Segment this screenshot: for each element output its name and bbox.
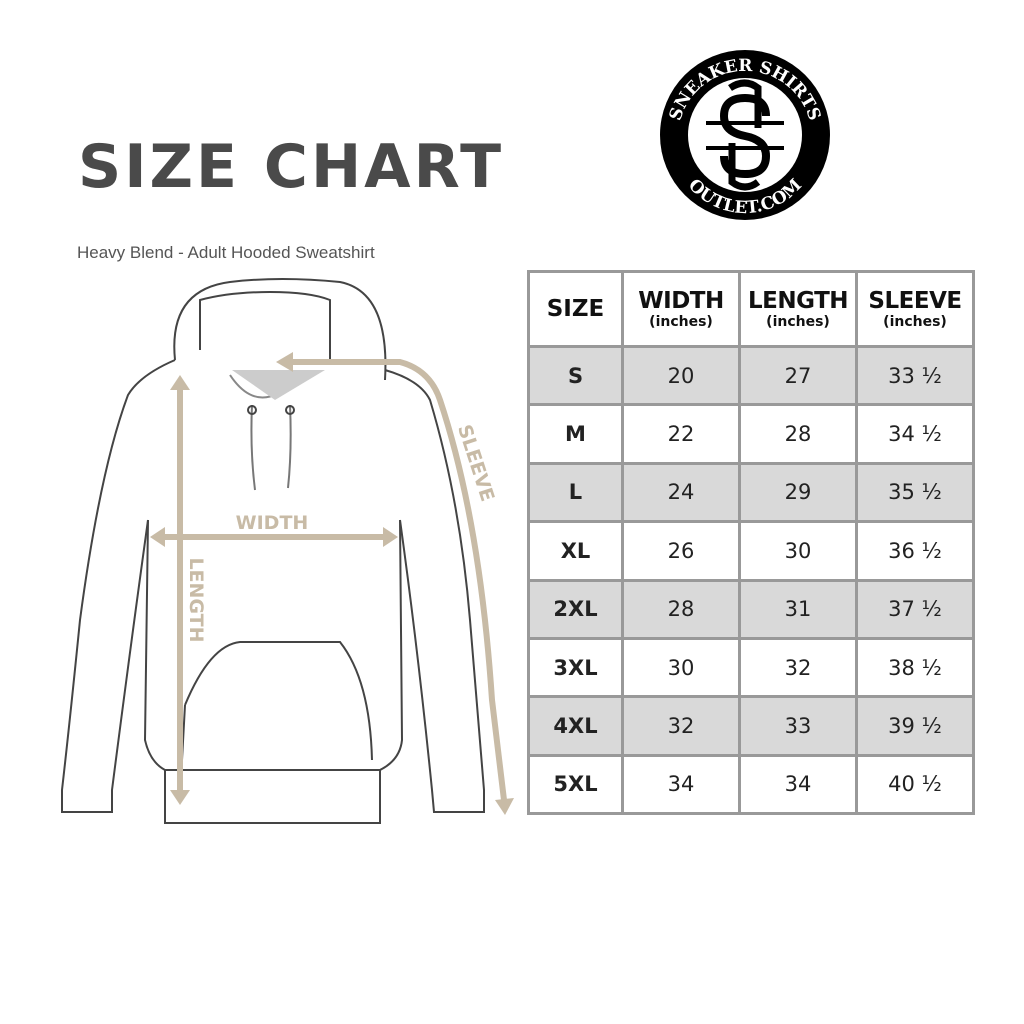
sleeve-cell: 33 ½ bbox=[855, 344, 975, 407]
product-subtitle: Heavy Blend - Adult Hooded Sweatshirt bbox=[77, 243, 375, 262]
size-cell: 2XL bbox=[527, 578, 624, 640]
table-row: M 22 28 34 ½ bbox=[527, 403, 975, 465]
width-cell: 26 bbox=[621, 520, 741, 582]
length-cell: 28 bbox=[738, 403, 858, 465]
table-row: 5XL 34 34 40 ½ bbox=[527, 753, 975, 816]
header-unit: (inches) bbox=[649, 314, 713, 330]
page-title: SIZE CHART bbox=[78, 132, 505, 202]
table-row: S 20 27 33 ½ bbox=[527, 344, 975, 407]
length-cell: 34 bbox=[738, 753, 858, 816]
size-cell: S bbox=[527, 344, 624, 407]
header-unit: (inches) bbox=[766, 314, 830, 330]
length-cell: 32 bbox=[738, 636, 858, 699]
length-cell: 27 bbox=[738, 344, 858, 407]
size-cell: M bbox=[527, 403, 624, 465]
table-row: 4XL 32 33 39 ½ bbox=[527, 695, 975, 757]
size-cell: XL bbox=[527, 520, 624, 582]
size-table: SIZE WIDTH (inches) LENGTH (inches) SLEEVE… bbox=[527, 270, 975, 816]
monogram-icon bbox=[706, 79, 784, 191]
measurement-arrows bbox=[150, 352, 514, 815]
table-row: 3XL 30 32 38 ½ bbox=[527, 636, 975, 699]
length-cell: 33 bbox=[738, 695, 858, 757]
header-unit: (inches) bbox=[883, 314, 947, 330]
length-cell: 31 bbox=[738, 578, 858, 640]
width-label: WIDTH bbox=[236, 512, 309, 534]
table-row: 2XL 28 31 37 ½ bbox=[527, 578, 975, 640]
header-sleeve: SLEEVE (inches) bbox=[855, 270, 975, 348]
width-cell: 34 bbox=[621, 753, 741, 816]
sleeve-cell: 37 ½ bbox=[855, 578, 975, 640]
length-label: LENGTH bbox=[185, 557, 207, 642]
size-cell: 3XL bbox=[527, 636, 624, 699]
sleeve-cell: 40 ½ bbox=[855, 753, 975, 816]
size-cell: L bbox=[527, 461, 624, 524]
sleeve-cell: 35 ½ bbox=[855, 461, 975, 524]
sleeve-cell: 36 ½ bbox=[855, 520, 975, 582]
length-cell: 29 bbox=[738, 461, 858, 524]
width-cell: 22 bbox=[621, 403, 741, 465]
header-label: WIDTH bbox=[638, 288, 724, 314]
sleeve-cell: 38 ½ bbox=[855, 636, 975, 699]
width-cell: 24 bbox=[621, 461, 741, 524]
sleeve-cell: 34 ½ bbox=[855, 403, 975, 465]
header-size: SIZE bbox=[527, 270, 624, 348]
width-cell: 32 bbox=[621, 695, 741, 757]
table-header-row: SIZE WIDTH (inches) LENGTH (inches) SLEEVE… bbox=[527, 270, 975, 348]
width-cell: 20 bbox=[621, 344, 741, 407]
size-cell: 5XL bbox=[527, 753, 624, 816]
header-width: WIDTH (inches) bbox=[621, 270, 741, 348]
table-row: L 24 29 35 ½ bbox=[527, 461, 975, 524]
brand-logo: SNEAKER SHIRTS OUTLET.COM bbox=[660, 50, 830, 220]
sleeve-cell: 39 ½ bbox=[855, 695, 975, 757]
width-cell: 28 bbox=[621, 578, 741, 640]
width-cell: 30 bbox=[621, 636, 741, 699]
hoodie-diagram: WIDTH LENGTH SLEEVE bbox=[61, 278, 514, 824]
table-row: XL 26 30 36 ½ bbox=[527, 520, 975, 582]
header-label: SLEEVE bbox=[868, 288, 962, 314]
length-cell: 30 bbox=[738, 520, 858, 582]
header-label: LENGTH bbox=[747, 288, 849, 314]
size-cell: 4XL bbox=[527, 695, 624, 757]
header-length: LENGTH (inches) bbox=[738, 270, 858, 348]
